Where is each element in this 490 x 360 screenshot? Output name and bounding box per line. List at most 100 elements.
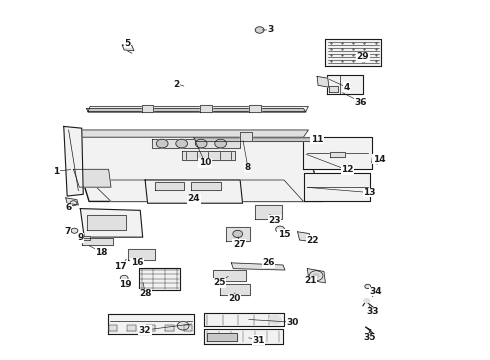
Text: 24: 24 <box>188 194 200 203</box>
Polygon shape <box>325 39 381 66</box>
Circle shape <box>276 226 285 233</box>
Polygon shape <box>330 153 345 157</box>
Circle shape <box>233 230 243 238</box>
Polygon shape <box>87 215 125 230</box>
Text: 9: 9 <box>77 233 83 242</box>
Text: 31: 31 <box>252 336 265 345</box>
Polygon shape <box>194 138 316 141</box>
Polygon shape <box>192 182 220 190</box>
Polygon shape <box>70 137 323 202</box>
Polygon shape <box>108 314 195 334</box>
Circle shape <box>255 27 264 33</box>
Polygon shape <box>327 75 364 94</box>
Polygon shape <box>64 126 83 196</box>
Polygon shape <box>142 105 153 112</box>
Polygon shape <box>240 132 252 141</box>
Text: 6: 6 <box>66 203 72 212</box>
Polygon shape <box>83 237 90 240</box>
Text: 23: 23 <box>268 216 280 225</box>
Polygon shape <box>249 105 261 112</box>
Text: 16: 16 <box>131 258 143 267</box>
Circle shape <box>120 275 128 281</box>
Text: 22: 22 <box>306 235 318 244</box>
Text: 35: 35 <box>363 333 375 342</box>
Polygon shape <box>182 152 235 160</box>
Text: 3: 3 <box>267 26 273 35</box>
Text: 15: 15 <box>278 230 290 239</box>
Polygon shape <box>203 313 284 327</box>
Text: 17: 17 <box>115 262 127 271</box>
Circle shape <box>196 139 207 148</box>
Polygon shape <box>220 284 250 295</box>
Polygon shape <box>317 76 329 87</box>
Circle shape <box>176 139 188 148</box>
Text: 30: 30 <box>287 318 299 327</box>
Text: 14: 14 <box>373 155 385 164</box>
Circle shape <box>177 321 189 330</box>
Polygon shape <box>89 180 303 202</box>
Polygon shape <box>87 109 306 112</box>
Text: 25: 25 <box>214 278 226 287</box>
Polygon shape <box>297 232 311 242</box>
Text: 5: 5 <box>124 39 130 48</box>
Polygon shape <box>329 86 338 93</box>
Text: 27: 27 <box>233 240 245 249</box>
Text: 8: 8 <box>245 163 251 172</box>
Text: 11: 11 <box>311 135 323 144</box>
Polygon shape <box>109 325 117 331</box>
Text: 2: 2 <box>173 80 180 89</box>
Polygon shape <box>152 139 240 148</box>
Circle shape <box>364 298 370 303</box>
Text: 29: 29 <box>357 52 369 61</box>
Polygon shape <box>372 155 379 164</box>
Polygon shape <box>255 205 282 219</box>
Polygon shape <box>207 333 237 341</box>
Polygon shape <box>304 173 370 202</box>
Polygon shape <box>307 269 325 283</box>
Text: 36: 36 <box>355 98 367 107</box>
Text: 28: 28 <box>139 289 151 298</box>
Text: 13: 13 <box>363 188 375 197</box>
Text: 33: 33 <box>367 307 379 316</box>
Polygon shape <box>74 169 111 187</box>
Text: 7: 7 <box>65 227 71 236</box>
Polygon shape <box>139 268 180 290</box>
Text: 18: 18 <box>95 248 107 257</box>
Text: 21: 21 <box>304 276 317 285</box>
Polygon shape <box>88 107 308 111</box>
Polygon shape <box>145 180 243 203</box>
Polygon shape <box>213 270 246 281</box>
Polygon shape <box>66 198 78 205</box>
Polygon shape <box>200 105 212 112</box>
Polygon shape <box>82 238 114 245</box>
Polygon shape <box>303 137 372 169</box>
Circle shape <box>70 201 77 206</box>
Text: 12: 12 <box>341 166 354 175</box>
Polygon shape <box>127 325 136 331</box>
Polygon shape <box>203 329 283 343</box>
Polygon shape <box>80 208 143 237</box>
Circle shape <box>215 139 226 148</box>
Polygon shape <box>155 182 184 190</box>
Text: 34: 34 <box>369 287 382 296</box>
Text: 26: 26 <box>262 258 274 267</box>
Text: 1: 1 <box>53 167 60 176</box>
Circle shape <box>365 284 371 289</box>
Text: 4: 4 <box>343 83 349 92</box>
Text: 32: 32 <box>139 325 151 334</box>
Polygon shape <box>122 45 134 51</box>
Polygon shape <box>225 227 250 241</box>
Text: 19: 19 <box>120 280 132 289</box>
Polygon shape <box>184 325 193 331</box>
Circle shape <box>313 274 319 278</box>
Polygon shape <box>146 325 155 331</box>
Polygon shape <box>165 325 173 331</box>
Circle shape <box>71 228 78 233</box>
Polygon shape <box>231 263 285 270</box>
Polygon shape <box>70 130 308 137</box>
Circle shape <box>270 315 281 324</box>
Text: 10: 10 <box>199 158 211 167</box>
Circle shape <box>156 139 168 148</box>
Polygon shape <box>128 249 155 260</box>
Text: 20: 20 <box>228 294 241 303</box>
